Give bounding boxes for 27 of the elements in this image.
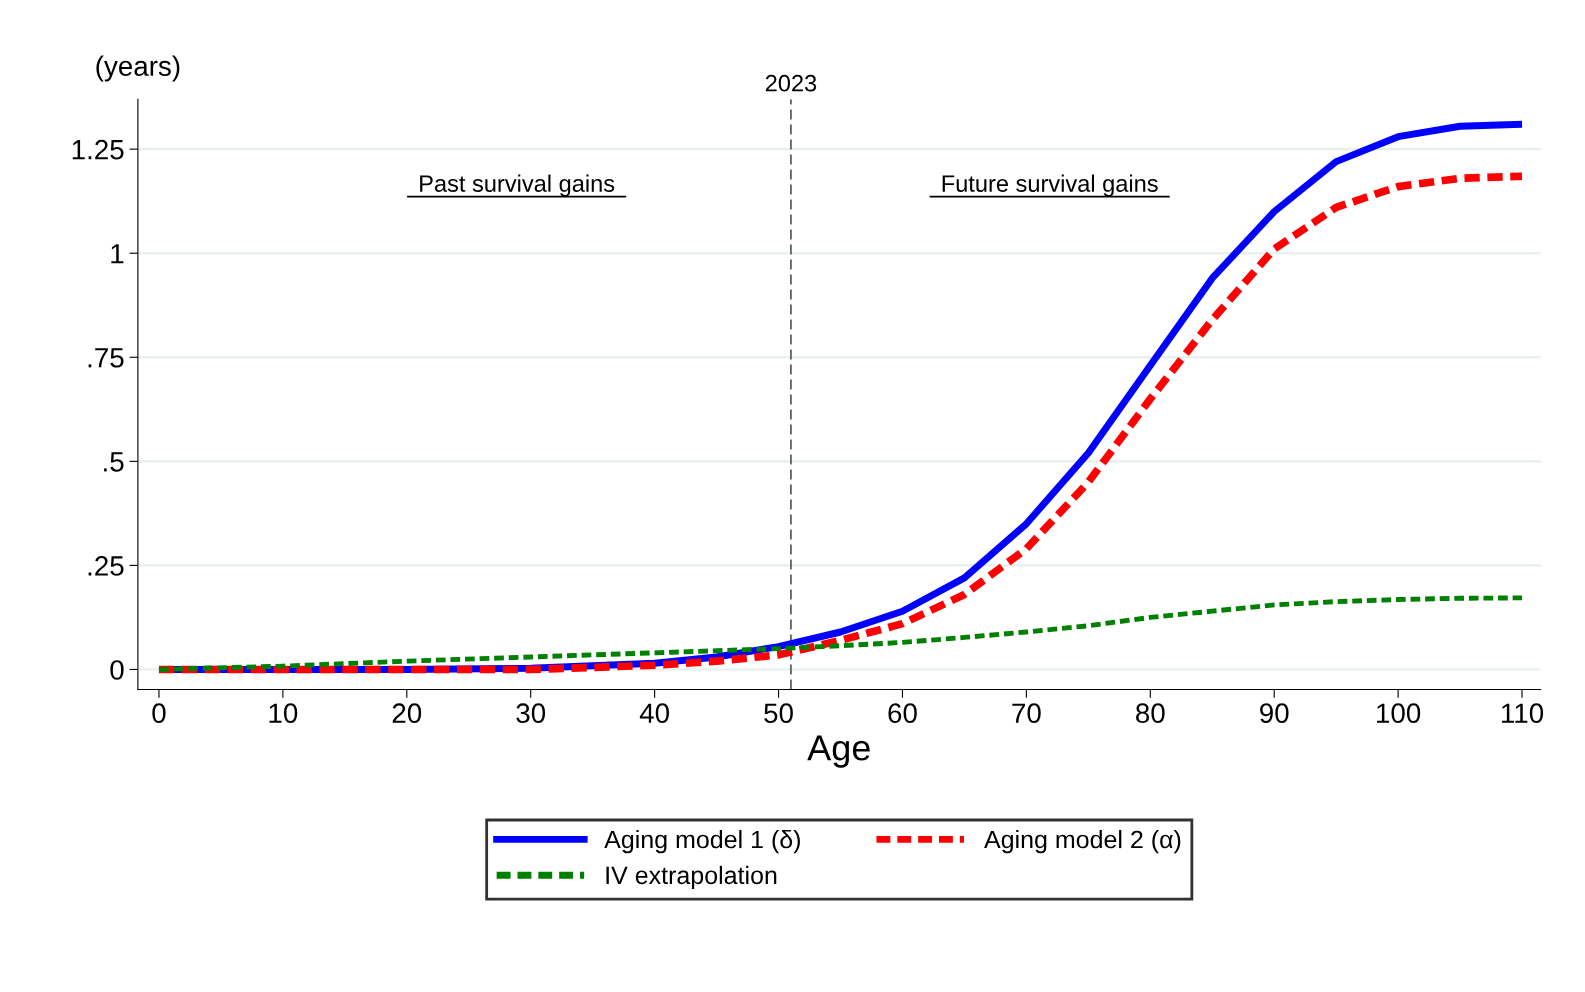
y-axis-title: (years) bbox=[96, 55, 180, 82]
y-tick-label: .25 bbox=[88, 556, 124, 576]
x-tick-label: 90 bbox=[1260, 703, 1289, 724]
annotation: Future survival gains bbox=[942, 174, 1158, 197]
x-tick-label: 110 bbox=[1502, 703, 1544, 724]
x-tick-label: 40 bbox=[639, 703, 669, 724]
x-tick-label: 10 bbox=[269, 703, 298, 724]
x-tick-label: 30 bbox=[516, 703, 546, 724]
x-tick-label: 20 bbox=[392, 703, 422, 724]
annotation: Past survival gains bbox=[420, 174, 615, 197]
legend-label: Aging model 2 (α) bbox=[984, 829, 1181, 854]
x-tick-label: 100 bbox=[1377, 703, 1421, 724]
y-tick-label: .5 bbox=[104, 452, 124, 472]
x-tick-label: 0 bbox=[152, 703, 166, 724]
x-tick-label: 80 bbox=[1136, 703, 1165, 724]
x-tick-label: 60 bbox=[888, 703, 917, 724]
text: 2023 bbox=[765, 74, 817, 92]
y-tick-label: 1.25 bbox=[72, 139, 124, 160]
y-tick-label: .75 bbox=[88, 348, 124, 368]
x-axis-title: Age bbox=[807, 735, 870, 768]
y-tick-label: 0 bbox=[110, 660, 124, 680]
legend-label: Aging model 1 (δ) bbox=[604, 829, 800, 854]
x-tick-label: 50 bbox=[764, 703, 793, 724]
line-series bbox=[156, 595, 1525, 672]
legend-label: IV extrapolation bbox=[606, 865, 777, 890]
y-tick-label: 1 bbox=[111, 244, 124, 264]
x-tick-label: 70 bbox=[1012, 703, 1041, 724]
